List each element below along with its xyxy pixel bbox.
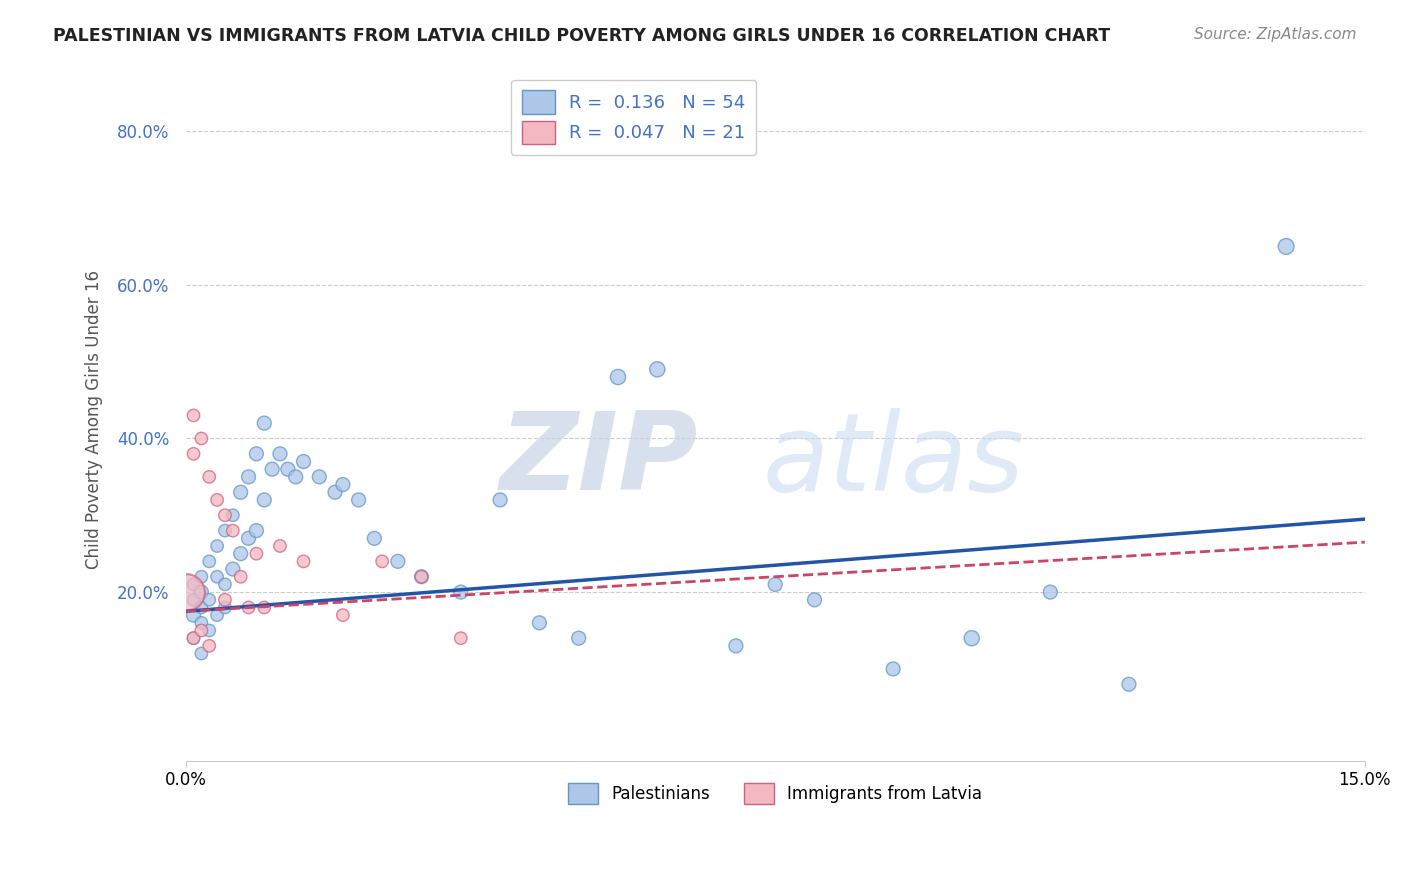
Point	[292, 554, 315, 568]
Point	[174, 585, 197, 599]
Point	[214, 524, 236, 538]
Point	[190, 585, 212, 599]
Legend: Palestinians, Immigrants from Latvia: Palestinians, Immigrants from Latvia	[558, 772, 993, 814]
Point	[387, 554, 409, 568]
Text: PALESTINIAN VS IMMIGRANTS FROM LATVIA CHILD POVERTY AMONG GIRLS UNDER 16 CORRELA: PALESTINIAN VS IMMIGRANTS FROM LATVIA CH…	[53, 27, 1111, 45]
Point	[222, 562, 245, 576]
Point	[371, 554, 394, 568]
Point	[607, 370, 630, 384]
Point	[645, 362, 668, 376]
Point	[245, 447, 267, 461]
Point	[411, 570, 433, 584]
Point	[222, 508, 245, 523]
Y-axis label: Child Poverty Among Girls Under 16: Child Poverty Among Girls Under 16	[86, 269, 103, 569]
Point	[332, 608, 354, 623]
Point	[198, 592, 221, 607]
Point	[214, 592, 236, 607]
Point	[489, 492, 512, 507]
Point	[269, 539, 291, 553]
Point	[190, 615, 212, 630]
Point	[1275, 239, 1298, 253]
Point	[183, 577, 205, 591]
Point	[363, 531, 385, 545]
Text: atlas: atlas	[762, 408, 1024, 513]
Point	[222, 524, 245, 538]
Point	[238, 600, 260, 615]
Point	[198, 639, 221, 653]
Point	[803, 592, 825, 607]
Point	[450, 585, 472, 599]
Point	[183, 447, 205, 461]
Point	[183, 631, 205, 645]
Point	[238, 531, 260, 545]
Point	[238, 470, 260, 484]
Point	[183, 631, 205, 645]
Point	[183, 608, 205, 623]
Point	[198, 470, 221, 484]
Point	[198, 554, 221, 568]
Point	[245, 524, 267, 538]
Point	[568, 631, 591, 645]
Point	[347, 492, 370, 507]
Text: ZIP: ZIP	[501, 408, 699, 513]
Point	[229, 570, 252, 584]
Text: Source: ZipAtlas.com: Source: ZipAtlas.com	[1194, 27, 1357, 42]
Point	[724, 639, 747, 653]
Point	[190, 600, 212, 615]
Point	[262, 462, 284, 476]
Point	[190, 432, 212, 446]
Point	[450, 631, 472, 645]
Point	[190, 647, 212, 661]
Point	[292, 454, 315, 468]
Point	[229, 547, 252, 561]
Point	[411, 570, 433, 584]
Point	[529, 615, 551, 630]
Point	[183, 409, 205, 423]
Point	[205, 570, 228, 584]
Point	[198, 624, 221, 638]
Point	[229, 485, 252, 500]
Point	[882, 662, 904, 676]
Point	[205, 608, 228, 623]
Point	[253, 416, 276, 430]
Point	[190, 624, 212, 638]
Point	[323, 485, 346, 500]
Point	[214, 600, 236, 615]
Point	[214, 577, 236, 591]
Point	[960, 631, 983, 645]
Point	[205, 539, 228, 553]
Point	[205, 492, 228, 507]
Point	[245, 547, 267, 561]
Point	[763, 577, 786, 591]
Point	[253, 600, 276, 615]
Point	[183, 592, 205, 607]
Point	[332, 477, 354, 491]
Point	[284, 470, 307, 484]
Point	[253, 492, 276, 507]
Point	[190, 570, 212, 584]
Point	[1039, 585, 1062, 599]
Point	[269, 447, 291, 461]
Point	[277, 462, 299, 476]
Point	[1118, 677, 1140, 691]
Point	[308, 470, 330, 484]
Point	[214, 508, 236, 523]
